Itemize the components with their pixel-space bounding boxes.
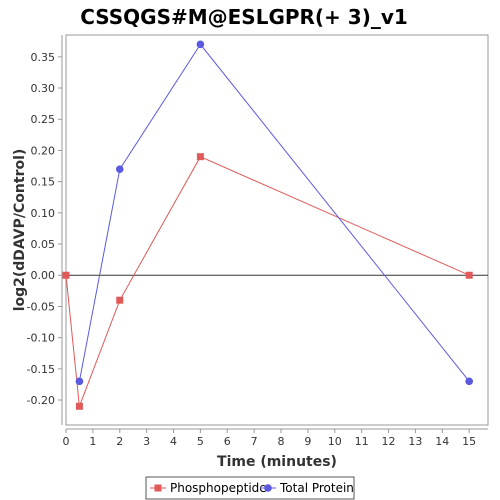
x-axis: 0 1 2 3 4 5 6 7 8 9 10 11 12 13 14 15 [63,428,488,448]
x-tick-label: 12 [382,435,396,448]
x-tick-label: 8 [278,435,285,448]
data-point-0 [116,296,124,304]
plot-frame [65,34,489,426]
data-point-1 [465,377,473,386]
y-tick-label: -0.05 [27,300,55,313]
y-tick-label: 0.05 [31,238,56,251]
legend-label-1: Total Protein [279,481,354,495]
x-axis-title: Time (minutes) [217,454,337,470]
legend-marker-0 [154,484,162,492]
x-tick-label: 7 [251,435,258,448]
y-tick-label: 0.20 [31,144,56,157]
x-tick-label: 14 [435,435,449,448]
y-tick-label: -0.10 [27,332,55,345]
y-axis: -0.20 -0.15 -0.10 -0.05 0.00 0.05 0.10 0.15 0.20… [27,35,63,425]
data-point-0 [75,402,83,410]
x-tick-label: 15 [462,435,476,448]
data-point-0 [465,271,473,279]
y-tick-label: 0.35 [31,51,56,64]
x-tick-label: 13 [408,435,422,448]
data-point-0 [62,271,70,279]
chart-title: CSSQGS#M@ESLGPR(+ 3)_v1 [80,5,408,29]
x-tick-label: 3 [143,435,150,448]
data-point-0 [196,153,204,161]
legend: Phosphopeptide Total Protein [145,476,355,500]
legend-marker-1 [264,484,272,492]
data-point-1 [115,165,124,173]
series-line-1 [78,43,470,382]
data-point-1 [196,40,205,49]
y-tick-label: -0.20 [27,394,55,407]
series-line-0 [65,156,470,407]
plot-area [65,34,489,426]
x-tick-label: 1 [89,435,96,448]
x-tick-label: 4 [170,435,177,448]
x-tick-label: 5 [197,435,204,448]
y-tick-label: 0.25 [31,113,56,126]
legend-label-0: Phosphopeptide [170,481,267,495]
y-tick-label: 0.15 [31,176,56,189]
y-tick-label: -0.15 [27,363,55,376]
x-tick-label: 9 [304,435,311,448]
data-point-1 [75,377,84,386]
y-axis-title: log2(dDAVP/Control) [12,149,28,312]
y-tick-label: 0.30 [31,82,56,95]
x-tick-label: 2 [116,435,123,448]
x-tick-label: 0 [63,435,70,448]
x-tick-label: 11 [355,435,369,448]
x-tick-label: 10 [328,435,342,448]
series-layer [62,40,488,410]
y-tick-label: 0.00 [31,269,56,282]
legend-box [145,476,355,500]
x-tick-label: 6 [224,435,231,448]
y-tick-label: 0.10 [31,207,56,220]
